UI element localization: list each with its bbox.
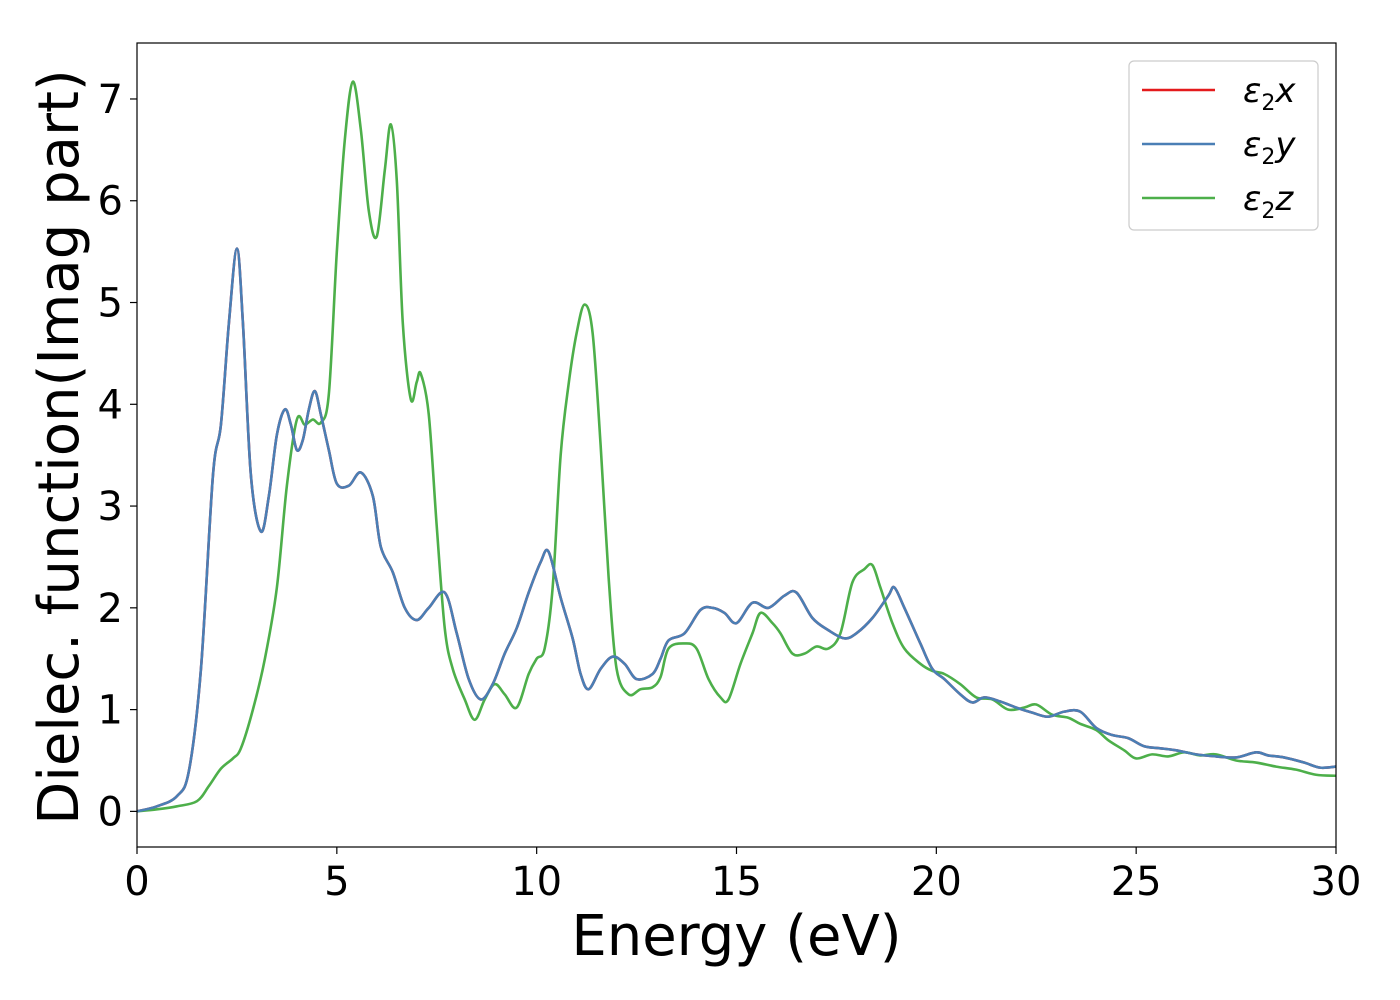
y-tick-label: 3	[98, 484, 123, 530]
y-axis: 0 1 2 3 4 5 6 7	[98, 77, 137, 835]
x-axis-title: Energy (eV)	[571, 904, 901, 969]
legend-label-y: ε2y	[1243, 125, 1296, 170]
x-tick-label: 20	[911, 859, 962, 905]
x-axis: 0 5 10 15 20 25 30	[124, 847, 1361, 905]
x-tick-label: 0	[124, 859, 149, 905]
y-tick-label: 2	[98, 586, 123, 632]
y-tick-label: 6	[98, 179, 123, 225]
x-tick-label: 10	[511, 859, 562, 905]
x-tick-label: 5	[324, 859, 349, 905]
legend-label-x: ε2x	[1243, 71, 1296, 116]
y-tick-label: 5	[98, 281, 123, 327]
series-layer	[136, 80, 1337, 813]
legend-label-z: ε2z	[1243, 179, 1294, 224]
series-line-y	[136, 247, 1337, 813]
series-line-z	[136, 80, 1337, 813]
x-tick-label: 25	[1111, 859, 1162, 905]
y-tick-label: 4	[98, 382, 123, 428]
y-tick-label: 1	[98, 688, 123, 734]
legend: ε2x ε2y ε2z	[1128, 60, 1319, 231]
legend-box	[1128, 60, 1319, 231]
y-tick-label: 7	[98, 77, 123, 123]
y-axis-title: Dielec. function(Imag part)	[27, 69, 92, 825]
x-tick-label: 15	[711, 859, 762, 905]
y-tick-label: 0	[98, 789, 123, 835]
x-tick-label: 30	[1311, 859, 1362, 905]
